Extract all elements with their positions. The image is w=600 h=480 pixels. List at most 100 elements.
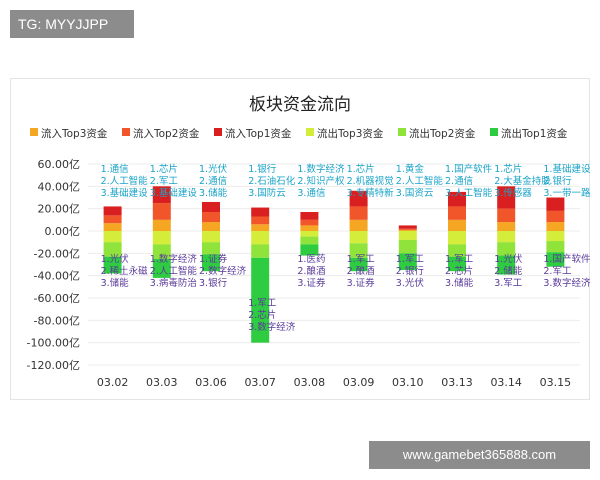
outflow-label: 2.银行: [396, 265, 425, 277]
y-tick-label: 20.00亿: [38, 203, 81, 216]
bar-segment: [448, 191, 466, 207]
bar-segment: [398, 228, 417, 230]
outflow-label: 2.稀土永磁: [101, 265, 149, 277]
bar-segment: [103, 256, 122, 274]
legend-label: 流入Top1资金: [225, 127, 292, 140]
x-tick-label: 03.07: [244, 376, 276, 389]
outflow-label: 3.光伏: [396, 277, 425, 289]
bar-segment: [497, 222, 516, 231]
bar-segment: [398, 231, 417, 240]
sector-labels: 1.通信2.人工智能3.基础建设1.光伏2.稀土永磁3.储能1.芯片2.军工3.…: [101, 163, 591, 333]
outflow-label: 3.证券: [347, 277, 376, 289]
inflow-label: 1.芯片: [347, 163, 375, 175]
bar-segment: [251, 231, 270, 245]
inflow-label: 3.储能: [199, 187, 228, 199]
bar-segment: [546, 222, 565, 231]
bar-segment: [103, 206, 122, 216]
outflow-label: 2.芯片: [248, 309, 276, 321]
bar-segment: [448, 219, 466, 231]
bar-segment: [251, 244, 270, 258]
bar-segment: [497, 231, 516, 243]
bar-segment: [202, 242, 220, 255]
bar-segment: [202, 201, 220, 213]
inflow-label: 3.专精特新: [347, 187, 395, 199]
outflow-label: 1.军工: [445, 254, 474, 265]
outflow-label: 1.军工: [248, 298, 277, 309]
outflow-label: 1.军工: [347, 254, 376, 265]
x-tick-label: 03.08: [294, 376, 326, 389]
bar-segment: [202, 212, 220, 223]
bar-segment: [300, 244, 319, 256]
bar-segment: [546, 197, 565, 211]
outflow-label: 1.医药: [297, 254, 325, 265]
inflow-label: 2.知识产权: [297, 175, 345, 187]
x-tick-label: 03.15: [540, 376, 572, 389]
outflow-label: 3.军工: [494, 278, 523, 289]
bar-segment: [448, 256, 466, 272]
outflow-label: 3.病毒防治: [150, 277, 197, 289]
inflow-label: 3.人工智能: [445, 187, 493, 199]
inflow-label: 2.大基金持股: [494, 175, 551, 187]
bar-series: [103, 186, 565, 343]
inflow-label: 2.人工智能: [396, 175, 444, 187]
bar-segment: [398, 253, 417, 271]
bar-segment: [497, 186, 516, 209]
bar-segment: [300, 219, 319, 226]
inflow-label: 1.光伏: [199, 163, 228, 175]
bar-segment: [152, 186, 171, 204]
inflow-label: 2.石油石化: [248, 175, 296, 187]
x-tick-label: 03.06: [195, 376, 227, 389]
outflow-label: 2.酿酒: [347, 265, 376, 277]
tg-watermark-badge: TG: MYYJJPP: [10, 10, 134, 38]
outflow-label: 2.储能: [494, 265, 523, 277]
bar-segment: [448, 231, 466, 245]
inflow-label: 3.国防云: [248, 187, 286, 199]
outflow-label: 3.储能: [445, 277, 474, 289]
y-tick-label: 0.00亿: [45, 225, 81, 238]
bar-segment: [202, 231, 220, 243]
bar-segment: [546, 231, 565, 242]
y-tick-label: -100.00亿: [27, 337, 80, 350]
outflow-label: 3.数字经济: [248, 321, 296, 333]
outflow-label: 3.银行: [199, 277, 228, 289]
x-tick-label: 03.09: [343, 376, 375, 389]
bar-segment: [497, 208, 516, 223]
outflow-label: 2.数字经济: [199, 265, 247, 277]
y-tick-label: 40.00亿: [38, 180, 81, 193]
x-tick-label: 03.02: [97, 376, 129, 389]
outflow-label: 1.军工: [396, 254, 425, 265]
inflow-label: 3.基础建设: [150, 187, 198, 199]
bar-segment: [103, 231, 122, 243]
bar-segment: [349, 231, 368, 244]
bar-segment: [349, 257, 368, 272]
legend-label: 流入Top3资金: [41, 127, 108, 140]
inflow-label: 3.通信: [297, 187, 325, 199]
bar-segment: [202, 222, 220, 231]
bar-segment: [300, 212, 319, 220]
x-tick-label: 03.03: [146, 376, 178, 389]
outflow-label: 1.证券: [199, 253, 228, 265]
legend-label: 流出Top2资金: [409, 127, 476, 140]
legend-swatch: [490, 128, 498, 136]
bar-segment: [251, 207, 270, 217]
outflow-label: 2.酿酒: [297, 265, 326, 277]
legend-swatch: [214, 128, 222, 136]
inflow-label: 2.银行: [543, 175, 572, 187]
x-tick-label: 03.10: [392, 376, 424, 389]
inflow-label: 3.国资云: [396, 188, 434, 199]
bar-segment: [349, 243, 368, 258]
inflow-label: 1.国产软件: [445, 163, 493, 175]
bar-segment: [349, 219, 368, 231]
bar-segment: [202, 254, 220, 272]
bar-segment: [398, 239, 417, 254]
inflow-label: 1.数字经济: [297, 163, 345, 175]
bar-segment: [448, 206, 466, 220]
outflow-label: 3.储能: [101, 277, 130, 289]
y-tick-label: -60.00亿: [34, 292, 80, 305]
inflow-label: 2.通信: [445, 175, 473, 187]
y-tick-label: -120.00亿: [27, 359, 80, 372]
bar-segment: [152, 203, 171, 220]
inflow-label: 3.一带一路: [543, 187, 591, 199]
inflow-label: 1.基础建设: [543, 163, 591, 175]
